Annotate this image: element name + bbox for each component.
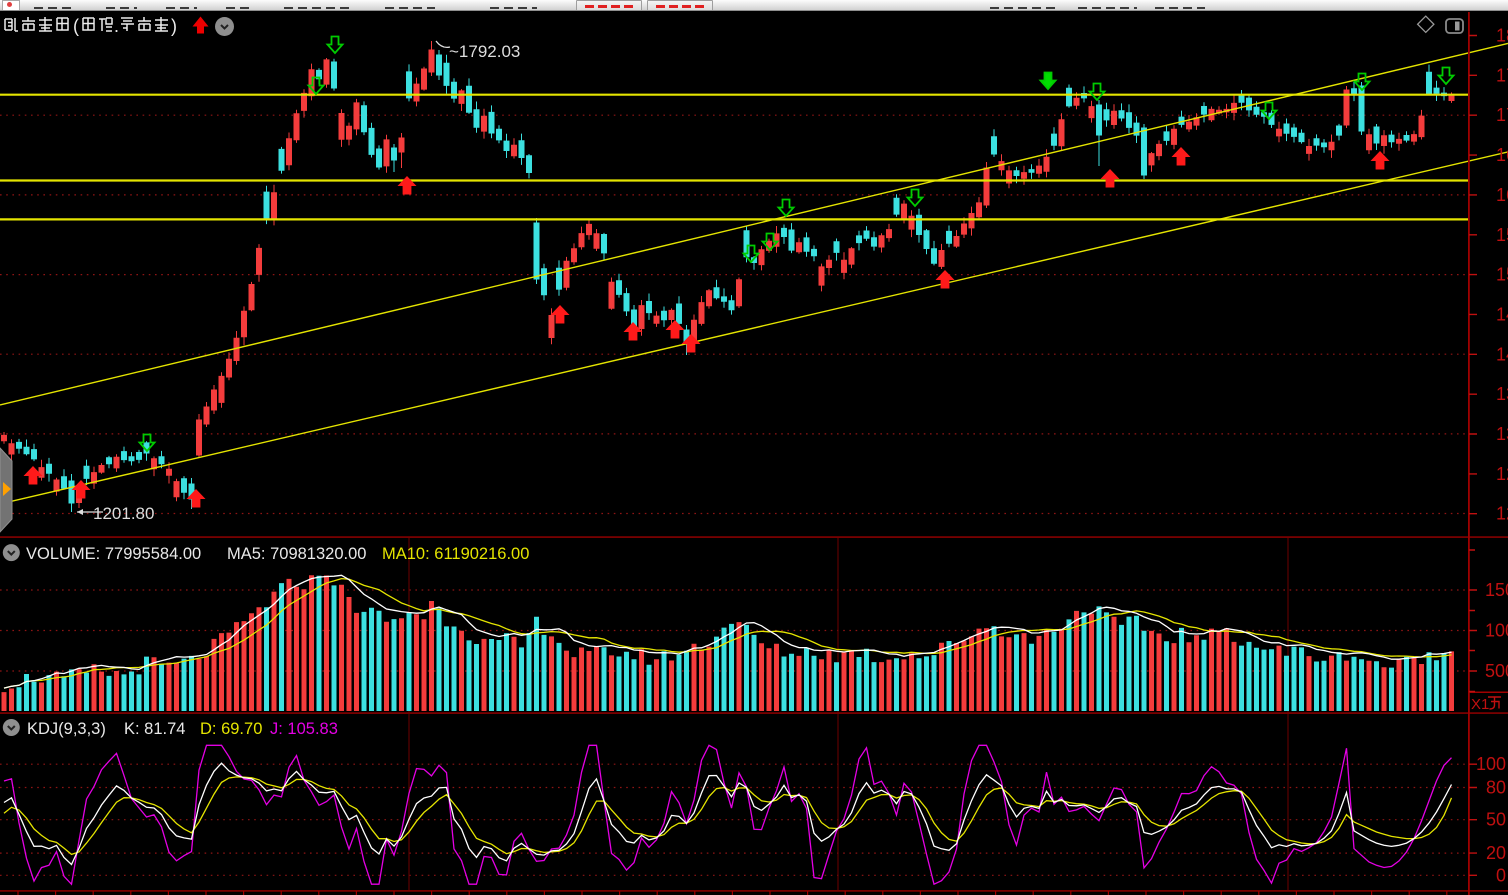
svg-text:X1: X1 xyxy=(1471,696,1489,713)
svg-text:): ) xyxy=(171,16,177,36)
svg-text:KDJ(9,3,3): KDJ(9,3,3) xyxy=(27,720,106,738)
svg-text:1400: 1400 xyxy=(1496,344,1508,364)
svg-text:50: 50 xyxy=(1486,810,1506,830)
svg-text:1450: 1450 xyxy=(1496,304,1508,324)
svg-text:J: 105.83: J: 105.83 xyxy=(270,720,338,738)
svg-text:1300: 1300 xyxy=(1496,424,1508,444)
svg-text:100: 100 xyxy=(1476,754,1506,774)
svg-text:20: 20 xyxy=(1486,843,1506,863)
svg-text:1550: 1550 xyxy=(1496,225,1508,245)
svg-text:0: 0 xyxy=(1496,865,1506,885)
svg-text:K: 81.74: K: 81.74 xyxy=(124,720,185,738)
svg-text:1500: 1500 xyxy=(1485,580,1508,600)
svg-text:1500: 1500 xyxy=(1496,265,1508,285)
svg-text:1600: 1600 xyxy=(1496,185,1508,205)
svg-text:VOLUME: 77995584.00: VOLUME: 77995584.00 xyxy=(26,545,201,563)
svg-text:1750: 1750 xyxy=(1496,65,1508,85)
svg-text:(: ( xyxy=(73,16,79,36)
svg-text:D: 69.70: D: 69.70 xyxy=(200,720,262,738)
svg-text:1350: 1350 xyxy=(1496,384,1508,404)
svg-text:.: . xyxy=(114,16,119,36)
svg-text:1201.80: 1201.80 xyxy=(93,504,154,523)
svg-text:1650: 1650 xyxy=(1496,145,1508,165)
svg-text:1250: 1250 xyxy=(1496,464,1508,484)
svg-text:~1792.03: ~1792.03 xyxy=(449,42,520,61)
svg-text:1800: 1800 xyxy=(1496,26,1508,46)
svg-text:MA5: 70981320.00: MA5: 70981320.00 xyxy=(227,545,366,563)
svg-text:80: 80 xyxy=(1486,778,1506,798)
svg-text:1000: 1000 xyxy=(1485,621,1508,641)
svg-text:MA10: 61190216.00: MA10: 61190216.00 xyxy=(382,545,529,563)
svg-text:1700: 1700 xyxy=(1496,105,1508,125)
svg-text:500: 500 xyxy=(1485,661,1508,681)
svg-text:1200: 1200 xyxy=(1496,504,1508,524)
